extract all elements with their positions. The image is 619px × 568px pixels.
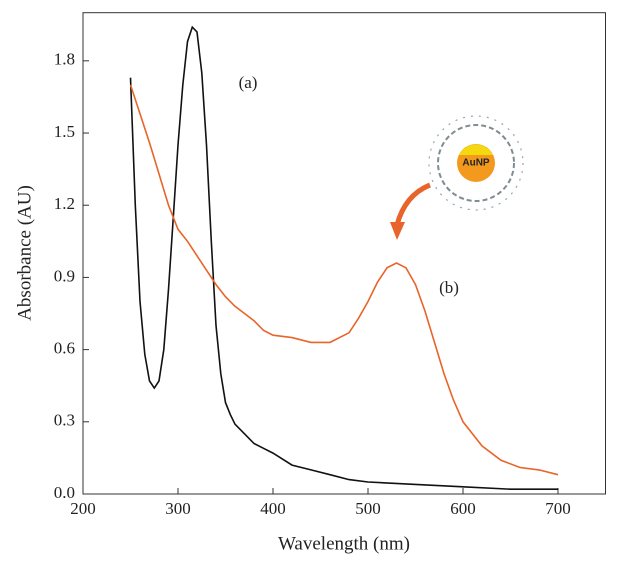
y-tick-label: 0.3	[54, 411, 75, 430]
x-tick-label: 300	[165, 499, 191, 518]
y-tick-label: 0.6	[54, 339, 75, 358]
y-tick-label: 1.8	[54, 50, 75, 69]
inset-label: AuNP	[462, 158, 490, 169]
y-axis-title: Absorbance (AU)	[14, 185, 35, 321]
y-tick-label: 0.0	[54, 483, 75, 502]
x-tick-label: 500	[355, 499, 381, 518]
nanoparticle-icon	[390, 115, 524, 240]
series-line	[129, 84, 559, 476]
x-tick-label: 200	[70, 499, 96, 518]
series-label: (a)	[239, 73, 258, 92]
x-axis-title: Wavelength (nm)	[278, 533, 410, 554]
y-tick-label: 1.5	[54, 122, 75, 141]
series-line	[129, 25, 558, 490]
x-tick-label: 400	[260, 499, 286, 518]
x-tick-label: 600	[450, 499, 476, 518]
y-tick-label: 1.2	[54, 194, 75, 213]
y-tick-label: 0.9	[54, 266, 75, 285]
x-tick-label: 700	[545, 499, 571, 518]
series-label: (b)	[439, 278, 459, 297]
plot-frame	[82, 12, 606, 495]
